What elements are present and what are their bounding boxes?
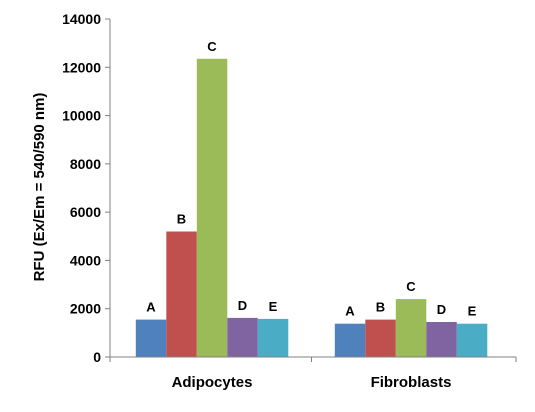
- bar-adipocytes-d: [227, 317, 258, 357]
- bar-adipocytes-e: [257, 318, 289, 357]
- y-tick-label-0: 0: [93, 349, 101, 365]
- y-tick-label-12000: 12000: [62, 59, 101, 75]
- bar-label-fibroblasts-a: A: [345, 304, 355, 319]
- bar-label-adipocytes-e: E: [269, 299, 278, 314]
- bar-fibroblasts-b: [365, 319, 396, 357]
- bar-label-fibroblasts-c: C: [406, 279, 416, 294]
- bar-adipocytes-c: [196, 58, 228, 358]
- bar-fibroblasts-e: [456, 323, 488, 357]
- bar-label-adipocytes-b: B: [177, 212, 186, 227]
- bar-label-adipocytes-a: A: [146, 300, 156, 315]
- y-tick-label-4000: 4000: [70, 252, 101, 268]
- x-tick-label-adipocytes: Adipocytes: [172, 374, 253, 391]
- bar-label-adipocytes-c: C: [207, 39, 217, 54]
- bar-label-adipocytes-d: D: [238, 298, 247, 313]
- x-tick-label-fibroblasts: Fibroblasts: [371, 374, 452, 391]
- bar-label-fibroblasts-e: E: [468, 304, 477, 319]
- bar-label-fibroblasts-d: D: [437, 302, 446, 317]
- bar-adipocytes-a: [135, 319, 167, 357]
- axes-layer: Adipocytes Fibroblasts 0 2000 4000 6000 8000 10…: [62, 11, 517, 391]
- y-tick-label-8000: 8000: [70, 156, 101, 172]
- bar-fibroblasts-a: [334, 323, 366, 357]
- y-axis-title: RFU (Ex/Em = 540/590 nm): [31, 93, 48, 282]
- bar-adipocytes-b: [166, 231, 197, 357]
- bar-fibroblasts-d: [426, 322, 457, 357]
- bar-label-fibroblasts-b: B: [376, 300, 385, 315]
- bar-fibroblasts-c: [395, 299, 427, 357]
- bars-layer: A B C D E A B C D E: [135, 39, 488, 358]
- y-tick-label-6000: 6000: [70, 204, 101, 220]
- y-tick-label-14000: 14000: [62, 11, 101, 27]
- y-tick-label-2000: 2000: [70, 301, 101, 317]
- y-tick-label-10000: 10000: [62, 108, 101, 124]
